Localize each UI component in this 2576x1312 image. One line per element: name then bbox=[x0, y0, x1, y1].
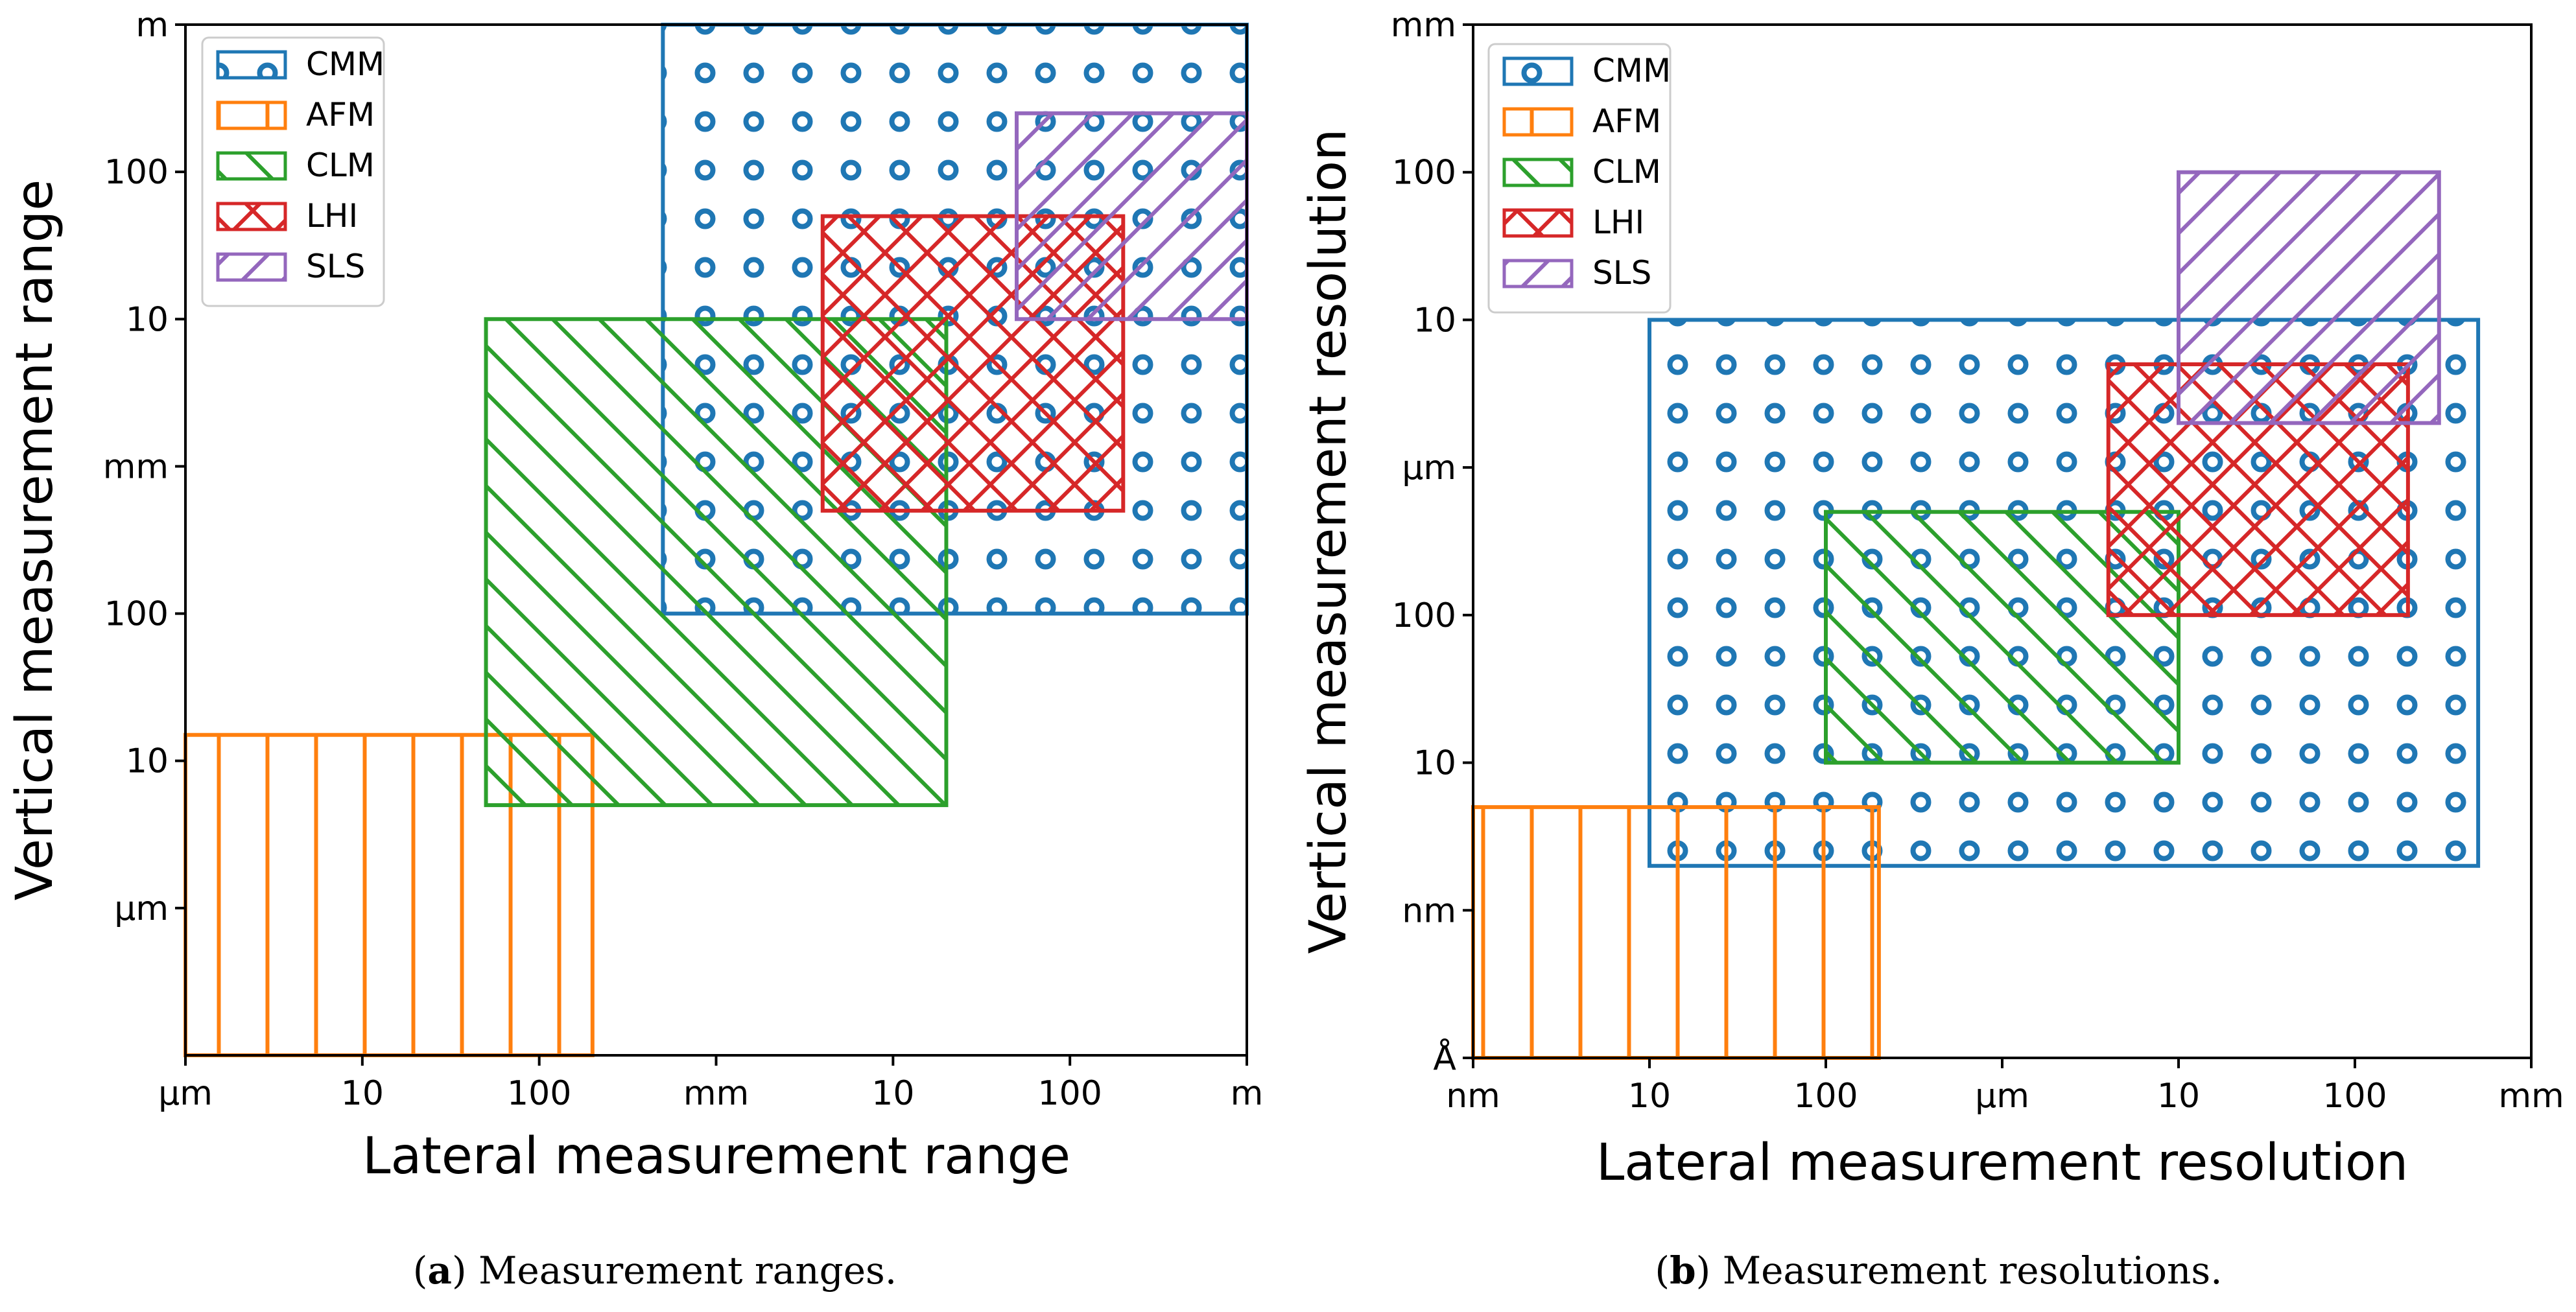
region-sls bbox=[2177, 170, 2441, 425]
x-tick-label-10: 10 bbox=[2157, 1077, 2200, 1116]
legend-label-sls: SLS bbox=[1592, 254, 1651, 292]
region-afm bbox=[1471, 805, 1881, 1060]
y-tick-label-100: 100 bbox=[104, 595, 169, 634]
x-tick-label-100: 100 bbox=[507, 1074, 571, 1113]
caption-b: (b) Measurement resolutions. bbox=[1655, 1248, 2222, 1293]
legend-swatch-clm bbox=[216, 151, 287, 181]
legend-swatch-sls bbox=[1502, 259, 1574, 288]
x-tick-label-nm: nm bbox=[1446, 1077, 1500, 1116]
y-tick-label-100: 100 bbox=[104, 153, 169, 192]
x-tick-label-m: µm bbox=[1975, 1077, 2029, 1116]
y-tick-label-m: µm bbox=[1402, 449, 1456, 487]
y-tick-label-nm: nm bbox=[1402, 891, 1456, 930]
legend-swatch-afm bbox=[1502, 107, 1574, 137]
x-axis-label: Lateral measurement resolution bbox=[1596, 1134, 2408, 1192]
legend-label-cmm: CMM bbox=[306, 45, 384, 83]
legend-swatch-lhi bbox=[1502, 208, 1574, 238]
panel-a-measurement-ranges: µm 10 100 mm 10 100 m µm 10 100 mm 10 100 m Lateral me… bbox=[6, 6, 1263, 1186]
x-tick-label-m: m bbox=[1231, 1074, 1264, 1113]
legend-label-sls: SLS bbox=[306, 248, 365, 285]
legend-swatch-afm bbox=[216, 100, 287, 130]
caption-a-text: Measurement ranges. bbox=[479, 1248, 897, 1293]
y-tick-label-m: µm bbox=[114, 889, 169, 928]
legend-label-lhi: LHI bbox=[306, 197, 358, 235]
x-tick-label-100: 100 bbox=[2322, 1077, 2387, 1116]
region-sls bbox=[1015, 111, 1249, 322]
x-tick-label-mm: mm bbox=[2498, 1077, 2564, 1116]
legend-label-lhi: LHI bbox=[1592, 204, 1644, 241]
y-tick-label-mm: mm bbox=[1391, 6, 1456, 45]
x-tick-label-m: µm bbox=[158, 1074, 213, 1113]
y-tick-label-10: 10 bbox=[126, 300, 169, 339]
x-tick-label-10: 10 bbox=[1628, 1077, 1671, 1116]
y-tick-label-100: 100 bbox=[1392, 596, 1456, 635]
x-tick-label-100: 100 bbox=[1038, 1074, 1102, 1113]
legend-swatch-cmm bbox=[216, 50, 287, 80]
x-tick-label-10: 10 bbox=[871, 1074, 914, 1113]
legend-swatch-lhi bbox=[216, 202, 287, 231]
legend-swatch-clm bbox=[1502, 158, 1574, 187]
x-tick-label-mm: mm bbox=[683, 1074, 749, 1113]
y-axis-label: Vertical measurement range bbox=[6, 180, 64, 901]
y-axis-label: Vertical measurement resolution bbox=[1299, 129, 1358, 954]
legend: CMM AFM CLM LHI SLS bbox=[201, 36, 385, 307]
caption-b-text: Measurement resolutions. bbox=[1723, 1248, 2223, 1293]
caption-a: (a) Measurement ranges. bbox=[413, 1248, 897, 1293]
y-tick-label-10: 10 bbox=[126, 742, 169, 781]
y-tick-label-10: 10 bbox=[1413, 301, 1456, 340]
legend-label-clm: CLM bbox=[306, 146, 375, 184]
legend-label-afm: AFM bbox=[306, 96, 375, 134]
x-axis-label: Lateral measurement range bbox=[362, 1127, 1070, 1186]
y-tick-label-100: 100 bbox=[1392, 154, 1456, 193]
caption-a-label: a bbox=[427, 1248, 452, 1293]
caption-b-label: b bbox=[1670, 1248, 1696, 1293]
x-tick-label-100: 100 bbox=[1793, 1077, 1858, 1116]
y-tick-label-: Å bbox=[1433, 1038, 1456, 1078]
y-tick-label-m: m bbox=[136, 6, 169, 45]
legend-label-clm: CLM bbox=[1592, 153, 1661, 191]
legend-swatch-sls bbox=[216, 252, 287, 282]
legend-label-cmm: CMM bbox=[1592, 52, 1671, 89]
y-tick-label-mm: mm bbox=[103, 447, 169, 486]
legend: CMM AFM CLM LHI SLS bbox=[1487, 43, 1672, 314]
legend-swatch-cmm bbox=[1502, 56, 1574, 86]
y-tick-label-10: 10 bbox=[1413, 744, 1456, 783]
x-tick-label-10: 10 bbox=[341, 1074, 384, 1113]
legend-label-afm: AFM bbox=[1592, 102, 1661, 140]
panel-b-measurement-resolutions: nm 10 100 µm 10 100 mm Ånm 10 100 µm 10 100 mm Lateral… bbox=[1299, 6, 2564, 1192]
